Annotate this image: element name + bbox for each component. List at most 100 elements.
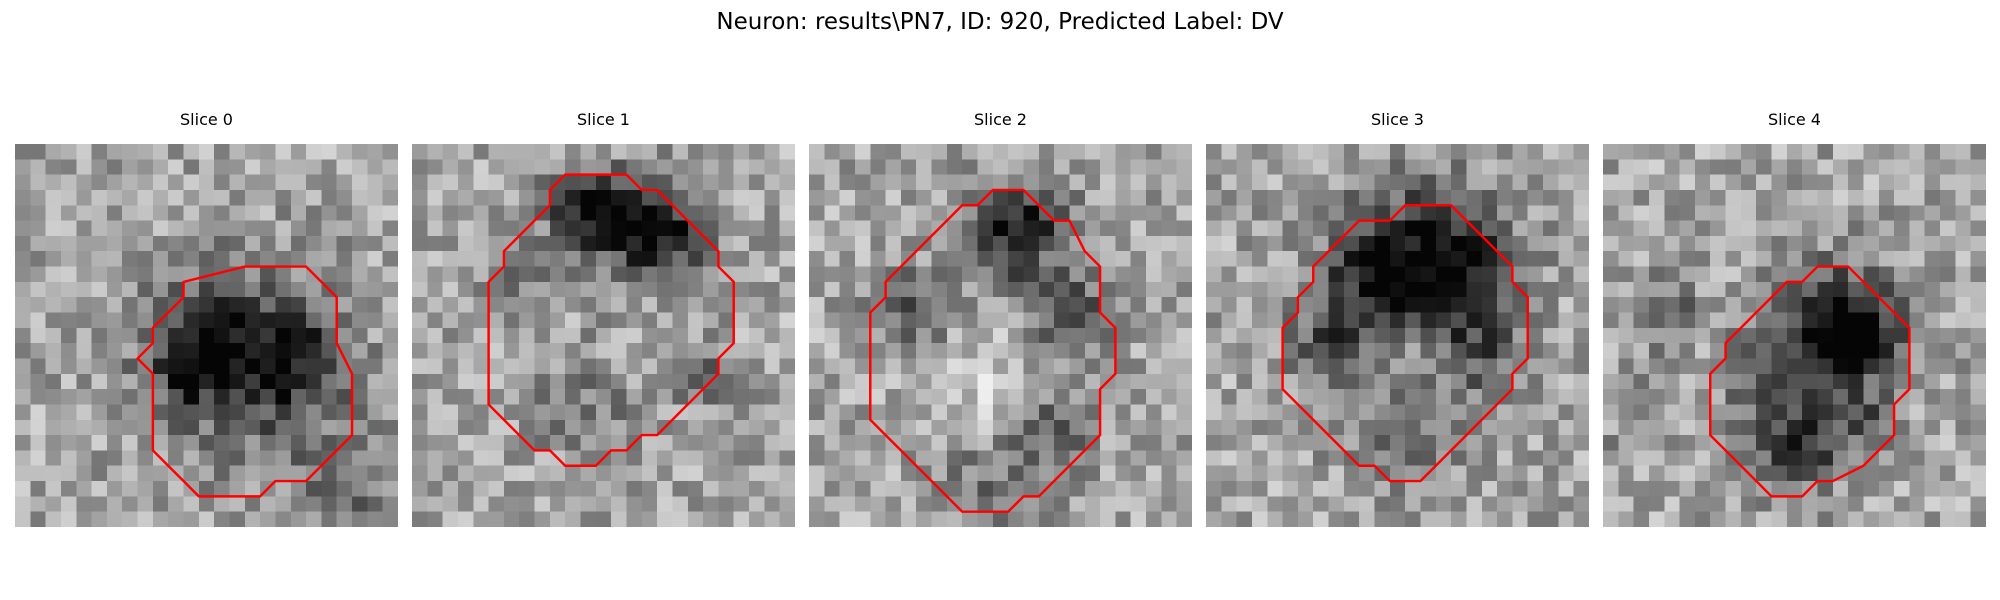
image-pixel (1710, 266, 1726, 283)
image-pixel (1130, 373, 1147, 390)
image-pixel (1038, 189, 1055, 206)
image-pixel (1909, 481, 1926, 497)
image-pixel (595, 404, 612, 421)
image-pixel (1940, 235, 1956, 252)
image-pixel (626, 220, 643, 237)
image-pixel (854, 235, 871, 252)
image-pixel (1664, 281, 1680, 298)
image-pixel (1405, 343, 1421, 359)
image-pixel (1694, 266, 1711, 283)
image-pixel (1343, 435, 1360, 451)
image-pixel (168, 419, 184, 436)
image-pixel (992, 251, 1009, 267)
image-pixel (1161, 358, 1177, 375)
image-pixel (229, 159, 246, 175)
image-pixel (1863, 373, 1880, 390)
image-pixel (534, 312, 551, 329)
image-pixel (1633, 235, 1650, 252)
image-pixel (137, 189, 154, 206)
image-pixel (427, 404, 443, 421)
image-pixel (1679, 189, 1696, 206)
image-pixel (275, 404, 292, 421)
image-pixel (45, 343, 62, 359)
image-pixel (1343, 465, 1360, 482)
image-pixel (1633, 343, 1650, 359)
image-pixel (260, 235, 276, 252)
image-pixel (1848, 481, 1864, 497)
image-pixel (1374, 205, 1391, 221)
image-pixel (382, 389, 398, 405)
image-pixel (198, 435, 215, 451)
image-pixel (1374, 144, 1391, 160)
image-pixel (1558, 450, 1574, 467)
image-pixel (106, 358, 123, 375)
image-pixel (214, 159, 230, 175)
image-pixel (1405, 419, 1421, 436)
image-pixel (992, 481, 1009, 497)
image-pixel (565, 174, 581, 191)
image-pixel (412, 266, 428, 283)
image-pixel (1940, 389, 1956, 405)
image-pixel (1756, 205, 1772, 221)
image-pixel (1710, 465, 1726, 482)
image-pixel (1863, 220, 1880, 237)
image-pixel (931, 404, 948, 421)
image-pixel (1710, 174, 1726, 191)
image-pixel (672, 496, 689, 512)
image-pixel (137, 327, 154, 344)
image-pixel (244, 343, 261, 359)
image-pixel (1389, 404, 1406, 421)
image-pixel (962, 312, 978, 329)
image-pixel (352, 174, 368, 191)
image-pixel (1940, 297, 1956, 313)
image-pixel (809, 481, 825, 497)
image-pixel (168, 189, 184, 206)
image-pixel (809, 205, 825, 221)
image-pixel (1618, 373, 1634, 390)
image-pixel (1955, 235, 1971, 252)
image-pixel (367, 266, 383, 283)
image-pixel (457, 266, 474, 283)
image-pixel (91, 312, 108, 329)
image-pixel (1802, 389, 1818, 405)
image-pixel (275, 389, 292, 405)
image-pixel (565, 251, 581, 267)
image-pixel (1100, 419, 1116, 436)
image-pixel (779, 235, 795, 252)
image-pixel (931, 511, 948, 527)
image-pixel (1558, 312, 1574, 329)
image-pixel (1497, 266, 1513, 283)
image-pixel (1940, 281, 1956, 298)
image-pixel (1558, 189, 1574, 206)
image-pixel (779, 312, 795, 329)
image-pixel (1679, 465, 1696, 482)
image-pixel (916, 496, 932, 512)
image-pixel (321, 404, 338, 421)
image-pixel (641, 312, 658, 329)
image-pixel (306, 189, 322, 206)
image-pixel (519, 327, 535, 344)
image-pixel (549, 373, 566, 390)
image-pixel (809, 435, 825, 451)
image-pixel (1374, 511, 1391, 527)
image-pixel (1115, 465, 1132, 482)
image-pixel (764, 435, 780, 451)
image-pixel (962, 481, 978, 497)
image-pixel (76, 389, 92, 405)
image-pixel (412, 373, 428, 390)
image-pixel (1512, 327, 1529, 344)
image-pixel (1543, 481, 1559, 497)
image-pixel (473, 327, 489, 344)
image-pixel (1451, 220, 1467, 237)
image-pixel (76, 496, 92, 512)
image-pixel (15, 481, 31, 497)
image-pixel (244, 266, 261, 283)
image-pixel (473, 450, 489, 467)
image-pixel (1955, 297, 1971, 313)
image-pixel (1740, 266, 1757, 283)
image-pixel (352, 312, 368, 329)
image-pixel (885, 312, 902, 329)
image-pixel (336, 465, 353, 482)
image-pixel (1603, 205, 1619, 221)
image-pixel (1297, 205, 1314, 221)
